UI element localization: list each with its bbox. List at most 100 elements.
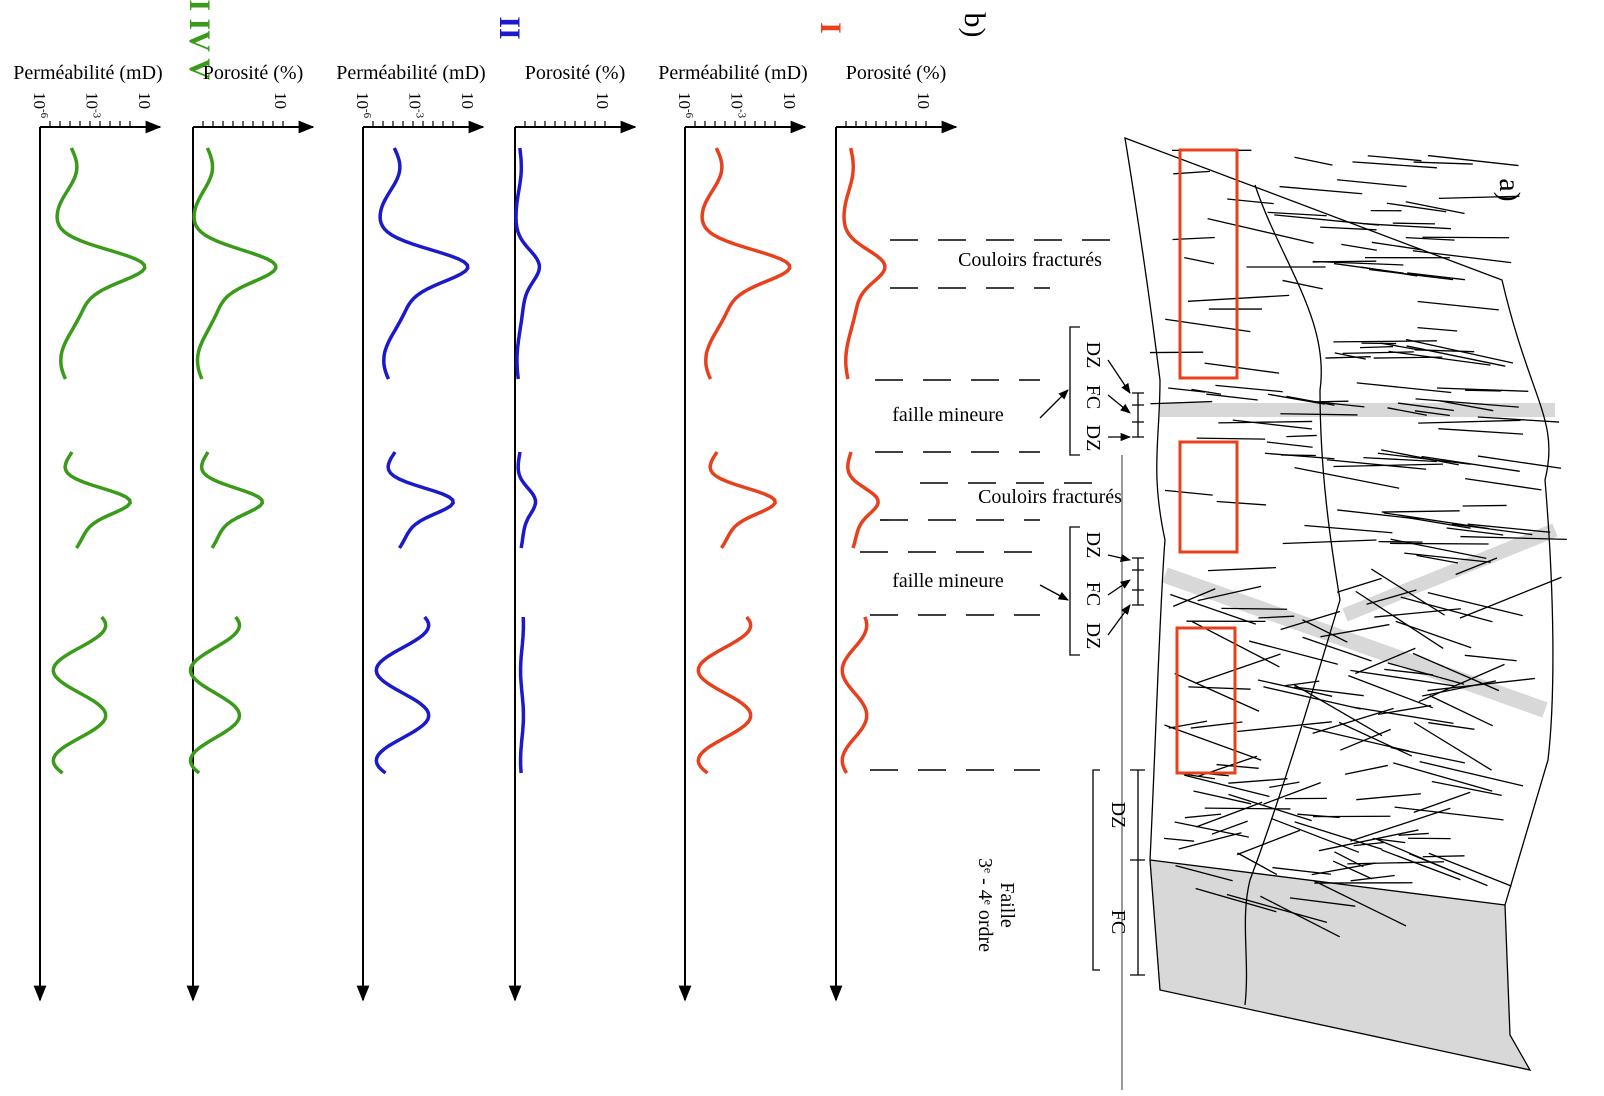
fracture [1164, 724, 1262, 761]
fracture [1302, 636, 1372, 662]
fracture [1446, 527, 1504, 536]
fracture [1405, 201, 1465, 215]
fracture [1452, 523, 1533, 536]
fracture [1356, 382, 1452, 394]
fracture [1207, 566, 1277, 572]
fracture [1312, 707, 1394, 735]
fracture [1228, 778, 1288, 784]
fracture [1215, 384, 1283, 393]
fracture [1332, 860, 1373, 880]
tick-label: 10 [135, 92, 154, 109]
fracture [1427, 591, 1523, 617]
fracture [1344, 764, 1388, 775]
fracture [1168, 387, 1206, 393]
fracture [1270, 817, 1360, 853]
fracture [1191, 388, 1222, 395]
fracture [1405, 236, 1455, 241]
fracture [1405, 338, 1514, 364]
zone-label: DZ [1082, 342, 1104, 369]
fracture [1363, 223, 1452, 230]
fracture [1404, 552, 1491, 563]
fracture [1304, 524, 1393, 534]
zone-label: FC [1082, 385, 1104, 409]
fracture [1384, 668, 1434, 676]
fracture [1337, 179, 1407, 188]
fracture [1428, 722, 1475, 730]
fracture [1174, 672, 1260, 712]
fracture [1374, 608, 1461, 618]
fracture [1465, 477, 1542, 491]
tick-label: 10 [780, 92, 799, 109]
fracture [1313, 879, 1407, 927]
tick-exponent: -6 [38, 109, 50, 119]
fracture [1350, 807, 1451, 842]
fracture [1397, 402, 1454, 412]
fracture [1289, 897, 1356, 907]
fracture [1333, 262, 1404, 274]
fracture [1258, 615, 1295, 619]
axis-label: Perméabilité (mD) [658, 62, 807, 84]
arrows [1039, 359, 1132, 636]
property-curve [374, 147, 470, 775]
fracture [1436, 387, 1529, 392]
fracture [1406, 345, 1506, 367]
fracture [1355, 590, 1444, 649]
fracture [1178, 832, 1242, 850]
fracture [1267, 211, 1327, 217]
fracture [1172, 588, 1216, 607]
panel-label: a) [1493, 178, 1526, 201]
fracture [1286, 395, 1335, 406]
zone-ticks [1132, 392, 1144, 438]
fracture [1248, 640, 1338, 665]
fracture [1342, 351, 1414, 355]
fracture [1407, 272, 1466, 281]
fracture [1347, 861, 1445, 865]
property-curve [51, 147, 147, 775]
tick-exponent: -3 [736, 109, 748, 119]
fracture [1381, 510, 1460, 513]
fracture [1348, 675, 1433, 709]
fracture [1353, 706, 1454, 725]
tick-base: 10 [780, 92, 799, 109]
fracture [1352, 161, 1437, 169]
fracture [1175, 864, 1233, 882]
fracture [1413, 791, 1471, 813]
fracture [1226, 893, 1328, 924]
axis-label: Perméabilité (mD) [13, 62, 162, 84]
fracture [1336, 577, 1382, 593]
fracture [1195, 801, 1263, 828]
fracture [1195, 887, 1277, 913]
fracture [1367, 155, 1422, 162]
property-curve [696, 147, 792, 775]
axis-label: Porosité (%) [846, 62, 947, 84]
corridor-label: Couloirs fracturés [978, 486, 1122, 508]
fracture [1221, 607, 1288, 610]
fracture [1207, 217, 1314, 244]
fracture [1163, 837, 1195, 842]
fracture [1389, 542, 1489, 545]
fracture [1216, 500, 1267, 506]
fracture [1422, 680, 1497, 697]
fracture [1280, 610, 1341, 631]
block-outline [1124, 136, 1554, 1071]
fracture [1419, 760, 1524, 787]
fracture [1286, 434, 1317, 438]
tick-base: 10 [914, 92, 933, 109]
fracture [1387, 662, 1465, 685]
fracture [1337, 509, 1421, 520]
tick-label: 10 [271, 92, 290, 109]
fracture [1455, 557, 1498, 576]
fault-boundary [1149, 859, 1506, 906]
fracture [1164, 489, 1213, 496]
fracture [1174, 821, 1249, 838]
fracture [1188, 686, 1251, 690]
tick-label: 10 [914, 92, 933, 109]
fracture [1359, 345, 1393, 349]
fracture [1392, 222, 1435, 225]
fracture [1415, 398, 1519, 408]
fracture [1237, 721, 1332, 733]
fracture [1312, 260, 1404, 266]
axis-label: Perméabilité (mD) [336, 62, 485, 84]
fracture [1272, 866, 1331, 875]
